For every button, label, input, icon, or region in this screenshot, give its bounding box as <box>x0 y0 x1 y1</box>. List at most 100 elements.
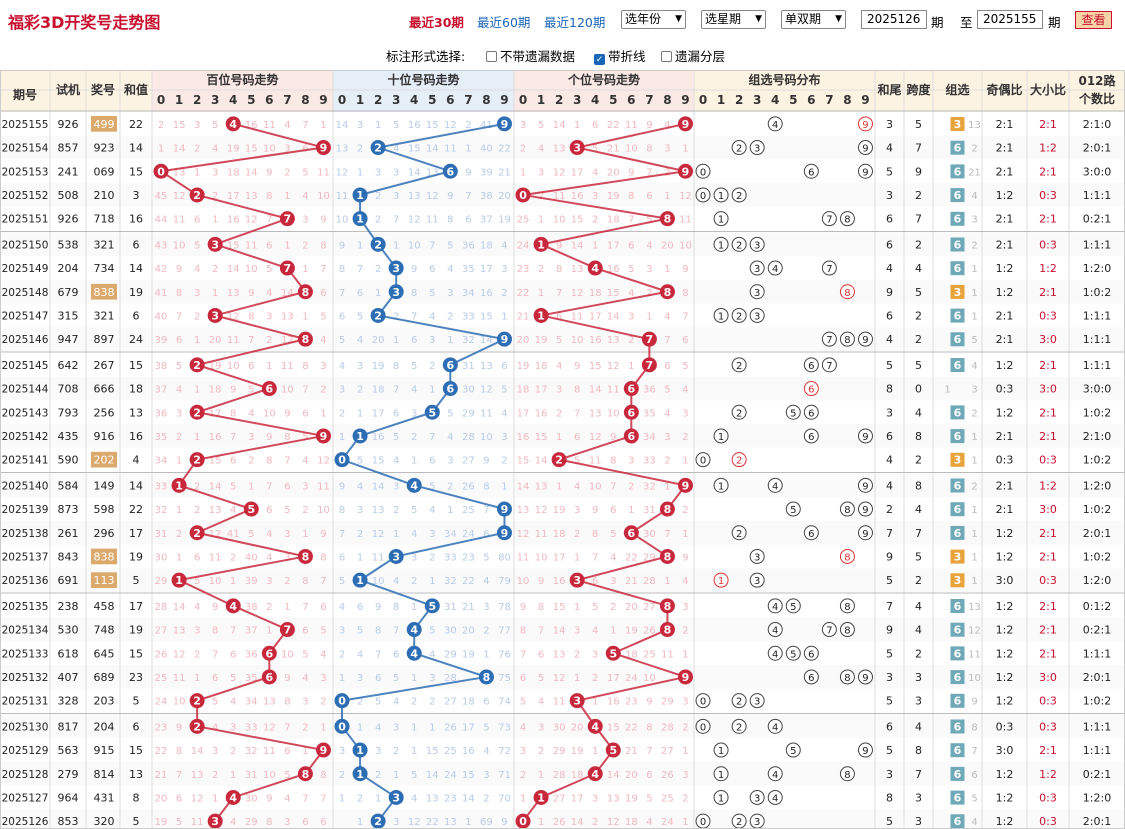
group-dist-digit: 7 <box>826 215 832 226</box>
group-omission: 1 <box>971 529 977 540</box>
omission-value: 22 <box>625 722 638 733</box>
view-button[interactable]: 查看 <box>1075 11 1112 29</box>
omission-value: 20 <box>498 191 511 202</box>
group-dist-ball <box>821 211 837 227</box>
hundreds-ball <box>315 140 331 156</box>
omission-value: 11 <box>553 697 566 708</box>
issue-cell: 2025153 <box>2 166 49 178</box>
group-dist-ball <box>839 501 855 517</box>
road012-cell: 1:1:1 <box>1083 744 1111 757</box>
row-bg <box>0 568 1125 592</box>
omission-value: 2 <box>339 770 345 781</box>
group-dist-ball <box>713 572 729 588</box>
tens-ball <box>424 598 440 614</box>
omission-value: 3 <box>302 697 308 708</box>
option-no-omission[interactable]: 不带遗漏数据 <box>486 46 575 65</box>
omission-value: 16 <box>209 432 222 443</box>
prize-cell: 203 <box>94 695 115 708</box>
units-ball <box>677 116 693 132</box>
omission-value: 22 <box>426 817 439 828</box>
group-badge <box>950 140 965 155</box>
omission-value: 11 <box>372 552 385 563</box>
group-dist-digit: 1 <box>718 746 724 757</box>
omission-value: 2 <box>230 746 236 757</box>
prize-cell: 069 <box>94 165 115 178</box>
to-issue-input[interactable]: 2025155 <box>977 10 1043 29</box>
omission-value: 24 <box>462 529 475 540</box>
digit-header: 1 <box>356 93 364 107</box>
checkbox-icon[interactable] <box>486 51 497 62</box>
omission-value: 70 <box>498 793 511 804</box>
checkbox-checked-icon[interactable]: ✓ <box>594 54 605 65</box>
omission-value: 6 <box>266 505 272 516</box>
units-ball <box>659 622 675 638</box>
omission-value: 13 <box>227 288 240 299</box>
hundreds-ball <box>189 187 205 203</box>
omission-value: 40 <box>480 144 493 155</box>
omission-value: 27 <box>553 793 566 804</box>
omission-value: 9 <box>411 264 417 275</box>
omission-value: 10 <box>209 576 222 587</box>
omission-value: 6 <box>176 335 182 346</box>
omission-value: 6 <box>284 481 290 492</box>
omission-value: 15 <box>589 361 602 372</box>
tens-ball <box>388 260 404 276</box>
omission-value: 6 <box>501 361 507 372</box>
link-recent-120[interactable]: 最近120期 <box>544 15 606 30</box>
omission-value: 12 <box>173 191 186 202</box>
road012-cell: 0:1:2 <box>1083 600 1111 613</box>
digit-header: 7 <box>283 93 291 107</box>
week-select[interactable]: 选星期 ▼ <box>701 10 766 29</box>
issue-cell: 2025152 <box>2 190 49 202</box>
from-issue-input[interactable]: 2025126 <box>861 10 927 29</box>
group-omission: 4 <box>971 817 977 828</box>
test-number-cell: 279 <box>58 768 79 781</box>
omission-value: 12 <box>227 311 240 322</box>
sum-tail-cell: 5 <box>886 574 893 587</box>
link-recent-30[interactable]: 最近30期 <box>409 15 464 30</box>
hundreds-ball <box>189 718 205 734</box>
test-number-cell: 618 <box>58 647 79 660</box>
checkbox-icon[interactable] <box>661 51 672 62</box>
link-recent-60[interactable]: 最近60期 <box>477 15 531 30</box>
omission-value: 20 <box>462 626 475 637</box>
omission-value: 30 <box>462 385 475 396</box>
omission-value: 20 <box>209 335 222 346</box>
tens-ball-digit: 5 <box>428 406 436 419</box>
omission-value: 25 <box>155 673 168 684</box>
omission-value: 29 <box>462 408 475 419</box>
odd-even-cell: 1:2 <box>996 600 1014 613</box>
big-small-cell: 1:2 <box>1039 479 1057 492</box>
group-badge <box>950 502 965 517</box>
omission-value: 3 <box>682 770 688 781</box>
group-badge-text: 6 <box>954 647 962 660</box>
omission-value: 9 <box>646 697 652 708</box>
units-ball-digit: 3 <box>573 574 581 587</box>
omission-value: 3 <box>682 408 688 419</box>
omission-value: 5 <box>538 120 544 131</box>
option-with-lines[interactable]: ✓ 带折线 <box>594 46 646 65</box>
hundreds-ball <box>225 598 241 614</box>
omission-value: 5 <box>411 361 417 372</box>
group-dist-digit: 1 <box>718 311 724 322</box>
omission-value: 2 <box>520 770 526 781</box>
units-ball-digit: 1 <box>537 791 545 804</box>
omission-value: 21 <box>498 167 511 178</box>
omission-value: 28 <box>155 602 168 613</box>
big-small-cell: 2:1 <box>1039 118 1057 131</box>
tens-ball-digit: 2 <box>374 238 382 251</box>
omission-value: 1 <box>664 576 670 587</box>
omission-value: 7 <box>212 649 218 660</box>
group-dist-ball <box>857 501 873 517</box>
parity-select[interactable]: 单双期 ▼ <box>781 10 846 29</box>
omission-value: 30 <box>245 793 258 804</box>
omission-value: 9 <box>483 456 489 467</box>
group-dist-digit: 5 <box>790 505 796 516</box>
omission-value: 42 <box>155 264 168 275</box>
year-select[interactable]: 选年份 ▼ <box>621 10 686 29</box>
road012-cell: 0:2:1 <box>1083 624 1111 637</box>
option-layered[interactable]: 遗漏分层 <box>661 46 725 65</box>
group-omission: 3 <box>971 215 977 226</box>
tens-header-bg <box>333 70 514 112</box>
units-ball <box>605 645 621 661</box>
